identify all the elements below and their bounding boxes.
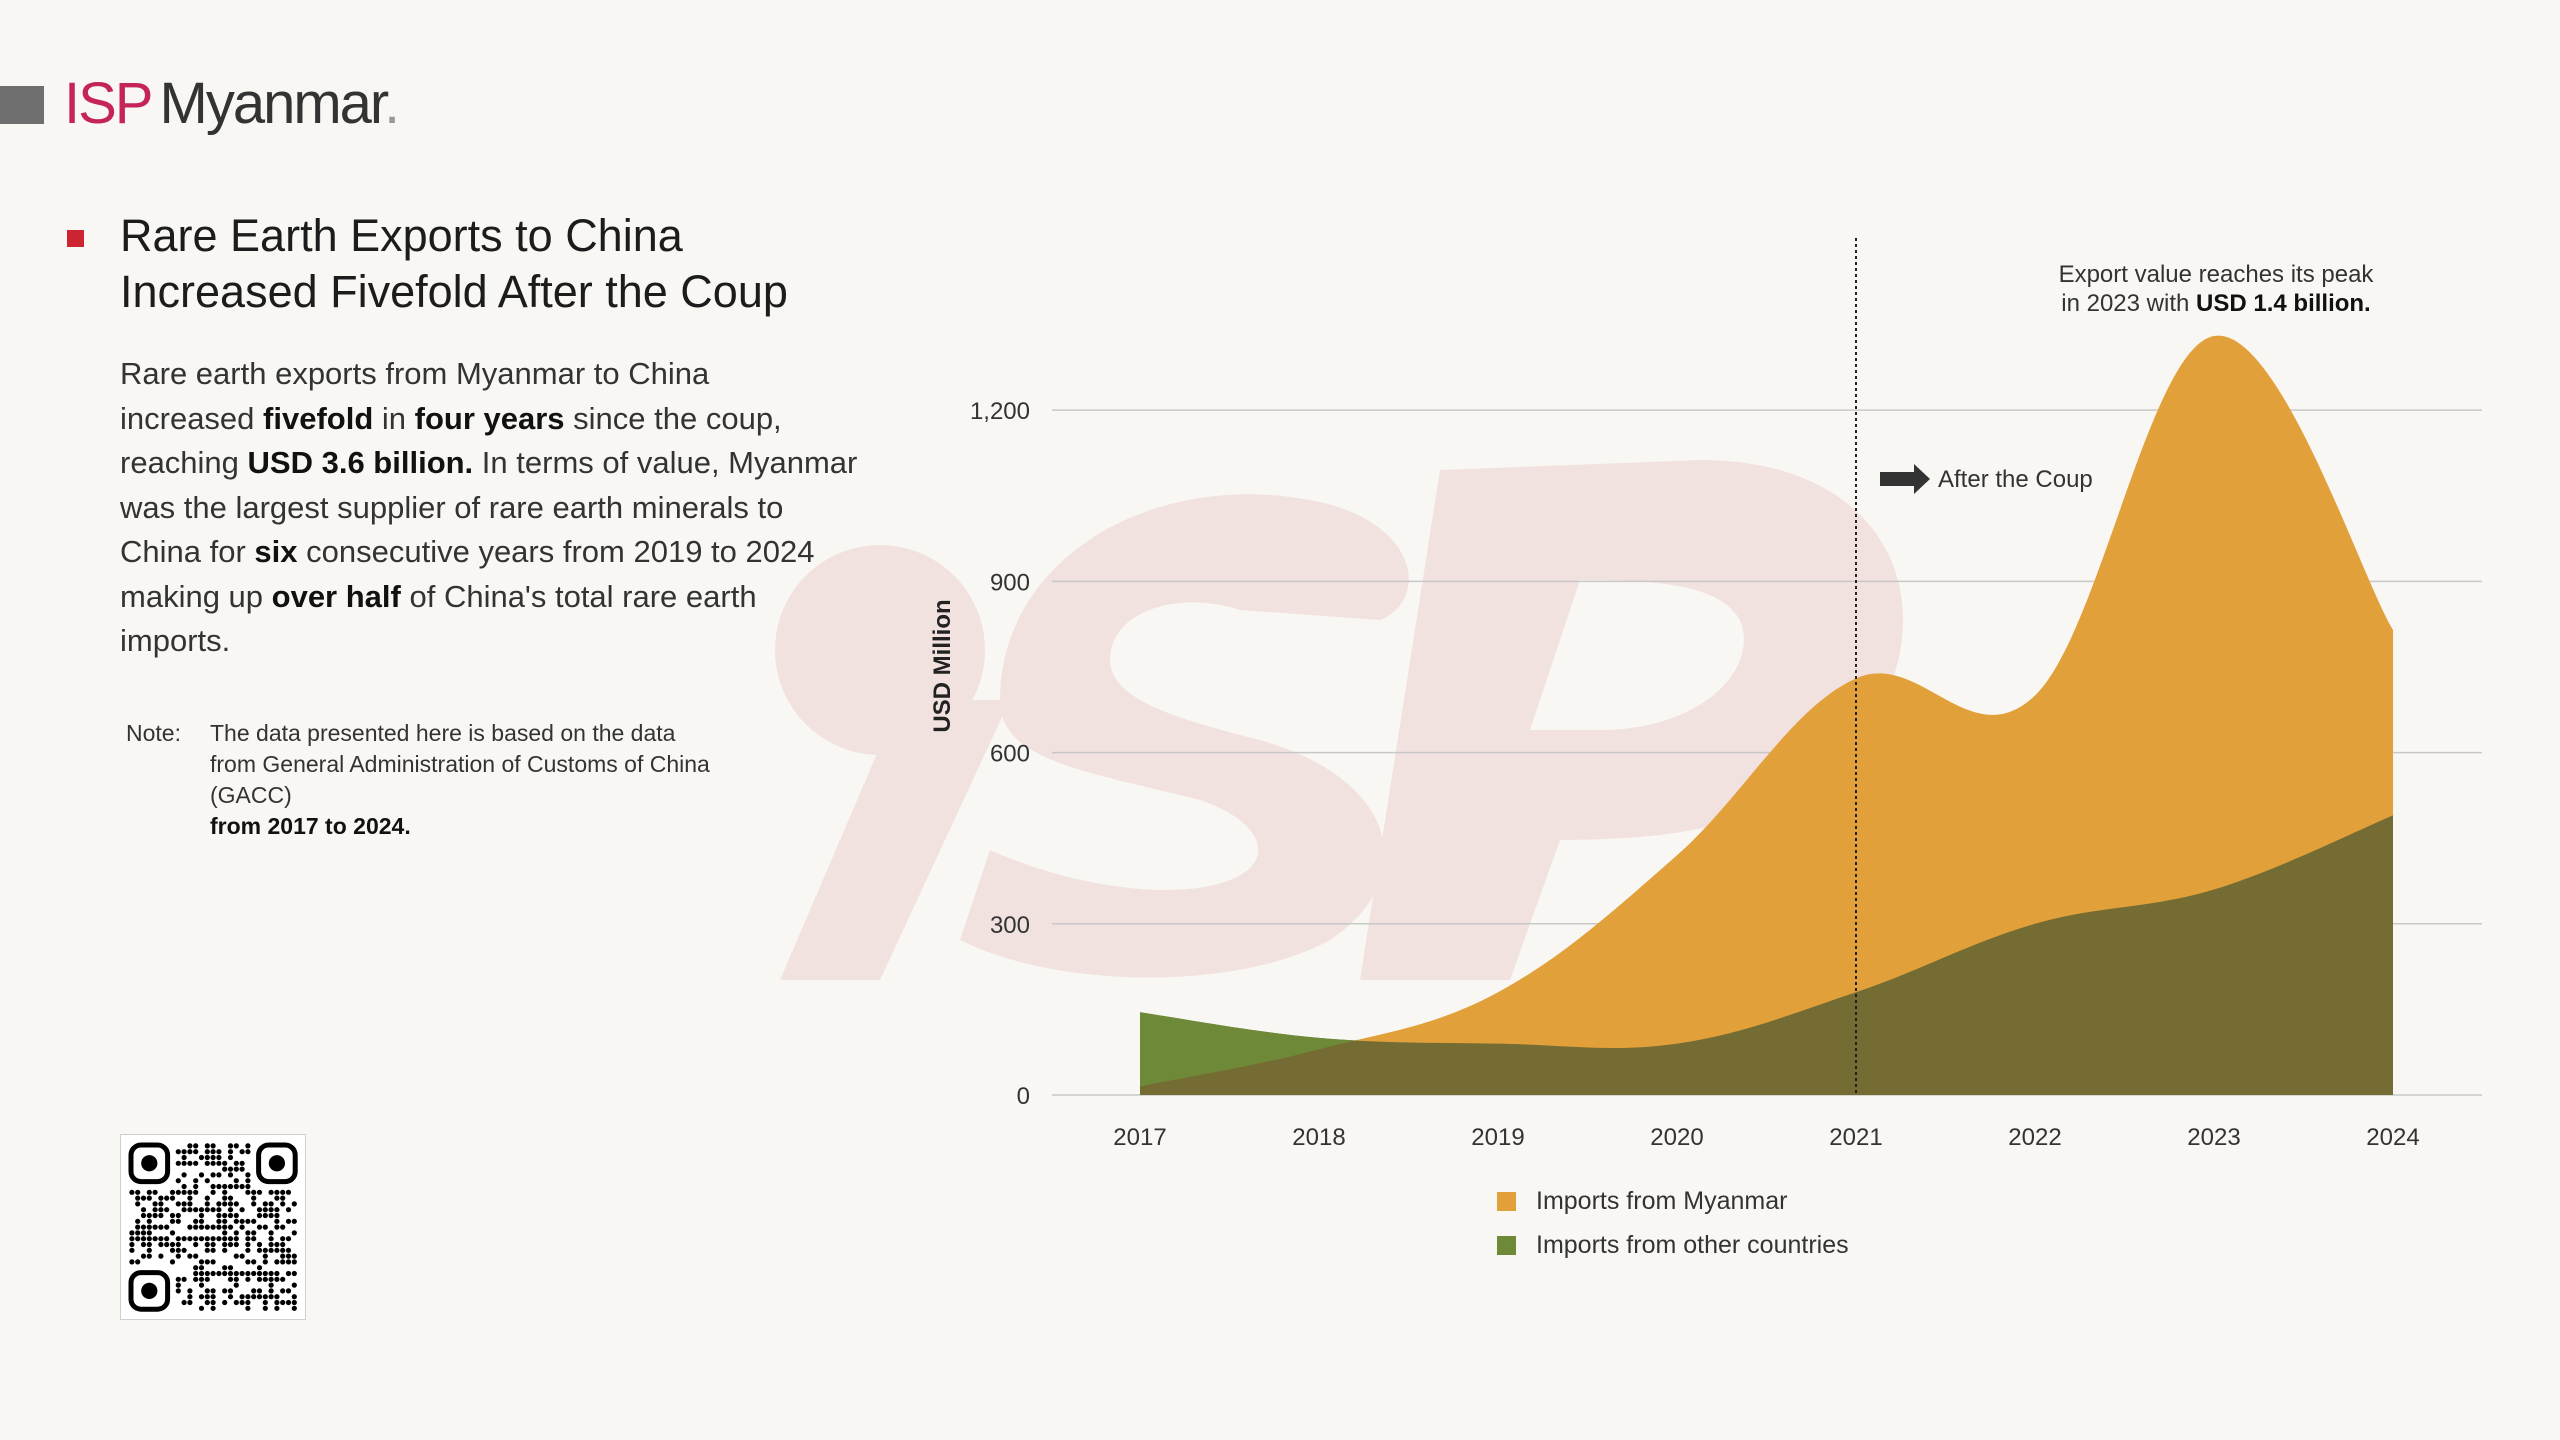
chart-areas bbox=[1139, 335, 2394, 1096]
summary-line: reaching USD 3.6 billion. In terms of va… bbox=[120, 441, 880, 486]
logo-dot: . bbox=[384, 71, 400, 136]
y-tick-label: 300 bbox=[990, 912, 1030, 939]
x-tick-label: 2024 bbox=[2366, 1124, 2419, 1151]
peak-annotation-line-2: in 2023 with USD 1.4 billion. bbox=[2061, 290, 2370, 317]
summary-emphasis: fivefold bbox=[263, 400, 374, 436]
qr-finder bbox=[128, 1142, 171, 1185]
coup-label: After the Coup bbox=[1938, 466, 2093, 493]
summary-line: Rare earth exports from Myanmar to China bbox=[120, 356, 710, 391]
isp-myanmar-logo: ISP Myanmar. bbox=[64, 71, 400, 136]
summary-emphasis: over half bbox=[271, 578, 401, 614]
title-line-2: Increased Fivefold After the Coup bbox=[120, 266, 788, 317]
x-tick-label: 2023 bbox=[2187, 1124, 2240, 1151]
note-emphasis: from 2017 to 2024. bbox=[210, 813, 411, 839]
x-tick-label: 2020 bbox=[1650, 1124, 1703, 1151]
summary-emphasis: four years bbox=[414, 400, 565, 436]
x-tick-label: 2021 bbox=[1829, 1124, 1882, 1151]
qr-finder bbox=[256, 1142, 298, 1185]
qr-finder bbox=[128, 1270, 171, 1312]
isp-watermark bbox=[775, 460, 1904, 980]
legend-label: Imports from Myanmar bbox=[1536, 1187, 1787, 1215]
summary-text: increased bbox=[120, 400, 264, 436]
note-label: Note: bbox=[126, 720, 181, 746]
y-axis-title: USD Million bbox=[929, 599, 956, 732]
y-tick-label: 900 bbox=[990, 569, 1030, 596]
chart-legend: Imports from Myanmar Imports from other c… bbox=[1497, 1187, 1849, 1259]
legend-swatch bbox=[1497, 1236, 1516, 1255]
x-tick-label: 2019 bbox=[1471, 1124, 1524, 1151]
watermark-dot bbox=[775, 545, 985, 755]
qr-code-icon bbox=[128, 1142, 298, 1312]
note-body: The data presented here is based on the … bbox=[210, 718, 810, 842]
watermark-p bbox=[1360, 460, 1904, 980]
summary-emphasis: six bbox=[254, 534, 298, 569]
summary-paragraph: Rare earth exports from Myanmar to China… bbox=[120, 352, 880, 664]
note-line: from General Administration of Customs o… bbox=[210, 751, 710, 777]
qr-code[interactable] bbox=[120, 1134, 306, 1320]
summary-line: imports. bbox=[120, 623, 231, 658]
summary-text: In terms of value, Myanmar bbox=[473, 445, 858, 480]
summary-text: consecutive years from 2019 to 2024 bbox=[297, 534, 815, 569]
summary-line: increased fivefold in four years since t… bbox=[120, 397, 880, 442]
logo-grey-block bbox=[0, 86, 44, 124]
summary-line: China for six consecutive years from 201… bbox=[120, 530, 880, 575]
coup-marker: After the Coup bbox=[1855, 238, 2093, 1095]
summary-text: making up bbox=[120, 578, 272, 614]
watermark-stroke bbox=[780, 700, 1010, 980]
peak-annotation-value: USD 1.4 billion. bbox=[2196, 290, 2371, 317]
y-axis-tick-labels: 0 300 600 900 1,200 USD Million bbox=[929, 398, 1030, 1110]
legend-swatch bbox=[1497, 1192, 1516, 1211]
y-tick-label: 0 bbox=[1017, 1083, 1030, 1110]
note-line: The data presented here is based on the … bbox=[210, 720, 676, 746]
logo-myanmar: Myanmar bbox=[159, 71, 387, 136]
y-tick-label: 1,200 bbox=[970, 398, 1030, 425]
note-line: (GACC) from 2017 to 2024. bbox=[210, 780, 810, 842]
x-tick-label: 2018 bbox=[1292, 1124, 1345, 1151]
area-series-other-countries bbox=[1140, 815, 2393, 1095]
peak-annotation-text: in 2023 with bbox=[2061, 290, 2196, 317]
watermark-s bbox=[960, 494, 1409, 978]
logo-isp: ISP bbox=[64, 71, 153, 136]
arrow-right-icon bbox=[1880, 464, 1930, 494]
summary-text: reaching bbox=[120, 445, 248, 480]
summary-emphasis: USD 3.6 billion. bbox=[247, 445, 474, 480]
summary-text: since the coup, bbox=[564, 400, 782, 436]
summary-line: making up over half of China's total rar… bbox=[120, 575, 880, 620]
y-tick-label: 600 bbox=[990, 741, 1030, 768]
page-title: Rare Earth Exports to China Increased Fi… bbox=[120, 208, 880, 320]
title-line-1: Rare Earth Exports to China bbox=[120, 210, 683, 261]
legend-label: Imports from other countries bbox=[1536, 1231, 1849, 1259]
x-axis-tick-labels: 2017 2018 2019 2020 2021 2022 2023 2024 bbox=[1113, 1124, 2419, 1151]
summary-text: China for bbox=[120, 534, 255, 569]
peak-annotation-line-1: Export value reaches its peak bbox=[2059, 261, 2375, 288]
x-tick-label: 2017 bbox=[1113, 1124, 1166, 1151]
summary-line: was the largest supplier of rare earth m… bbox=[120, 489, 784, 525]
area-series-myanmar bbox=[1140, 335, 2393, 1096]
summary-text: in bbox=[373, 400, 415, 436]
note-text: (GACC) bbox=[210, 782, 292, 808]
headline-bullet-icon bbox=[67, 230, 84, 247]
summary-text: of China's total rare earth bbox=[400, 578, 757, 614]
x-tick-label: 2022 bbox=[2008, 1124, 2061, 1151]
